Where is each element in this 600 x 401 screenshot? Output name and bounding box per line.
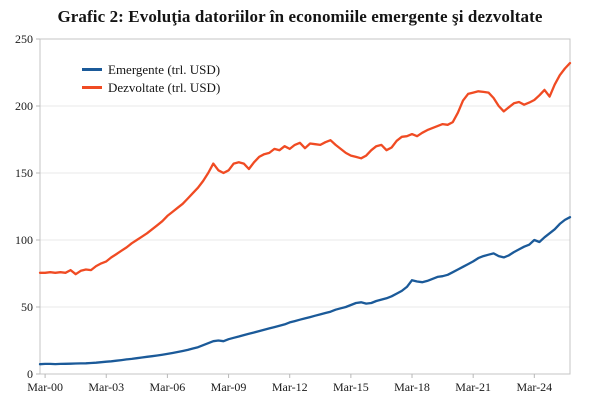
y-tick-label: 250	[15, 32, 33, 46]
y-tick-label: 0	[27, 367, 33, 381]
chart-title: Grafic 2: Evoluţia datoriilor în economi…	[57, 7, 543, 26]
legend-label-dezvoltate: Dezvoltate (trl. USD)	[108, 80, 221, 95]
emergente-line	[38, 216, 572, 366]
x-tick-label: Mar-12	[272, 380, 308, 394]
plot-border	[39, 38, 571, 375]
emergente-line-swatch	[82, 68, 102, 71]
y-tick-label: 150	[15, 166, 33, 180]
x-tick-label: Mar-21	[455, 380, 491, 394]
legend-item-emergente: Emergente (trl. USD)	[82, 62, 220, 77]
dezvoltate-line-swatch	[82, 86, 102, 89]
x-tick-label: Mar-06	[150, 380, 186, 394]
x-tick-label: Mar-24	[516, 380, 552, 394]
y-tick-label: 100	[15, 233, 33, 247]
legend-item-dezvoltate: Dezvoltate (trl. USD)	[82, 80, 220, 95]
chart-legend: Emergente (trl. USD) Dezvoltate (trl. US…	[82, 62, 220, 95]
y-tick-label: 50	[21, 300, 33, 314]
y-tick-label: 200	[15, 99, 33, 113]
x-tick-label: Mar-00	[27, 380, 63, 394]
x-tick-label: Mar-09	[211, 380, 247, 394]
x-tick-label: Mar-03	[88, 380, 124, 394]
x-tick-label: Mar-18	[394, 380, 430, 394]
dezvoltate-line	[38, 61, 572, 276]
legend-label-emergente: Emergente (trl. USD)	[108, 62, 221, 77]
x-tick-label: Mar-15	[333, 380, 369, 394]
